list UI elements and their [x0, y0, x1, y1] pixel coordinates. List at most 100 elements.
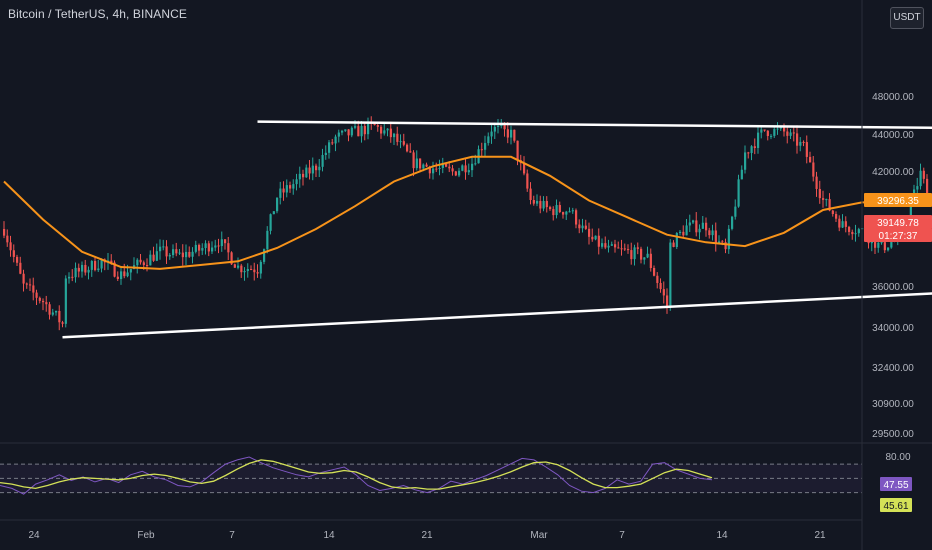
candle-down — [649, 253, 652, 268]
candle-down — [763, 129, 766, 131]
candle-down — [584, 225, 587, 229]
price-tick-label: 30900.00 — [872, 399, 914, 410]
price-label: 39296.35 — [877, 196, 919, 207]
resistance-trendline[interactable] — [257, 120, 932, 131]
candle-up — [675, 233, 678, 247]
candle-up — [126, 272, 129, 277]
rsi-signal-line — [0, 459, 713, 490]
candle-up — [685, 225, 688, 236]
symbol-title: Bitcoin / TetherUS, 4h, BINANCE — [8, 7, 187, 21]
price-tick-label: 36000.00 — [872, 282, 914, 293]
candle-down — [45, 302, 48, 305]
candle-down — [503, 124, 506, 130]
candle-up — [737, 179, 740, 207]
candle-up — [760, 129, 763, 133]
candle-down — [809, 156, 812, 163]
candle-down — [123, 271, 126, 277]
rsi-pane[interactable] — [0, 442, 932, 495]
candle-down — [406, 144, 409, 152]
candle-down — [851, 231, 854, 235]
candle-up — [334, 136, 337, 144]
candle-up — [324, 152, 327, 156]
rsi-value-box — [880, 498, 912, 512]
candle-down — [77, 267, 80, 272]
candle-up — [500, 124, 503, 126]
support-trendline[interactable] — [62, 280, 932, 339]
candle-up — [295, 179, 298, 185]
candle-up — [318, 166, 321, 171]
candle-down — [695, 220, 698, 233]
candle-up — [692, 220, 695, 223]
candle-up — [237, 265, 240, 268]
candle-up — [698, 228, 701, 233]
time-tick-label: 14 — [323, 530, 335, 541]
candle-up — [266, 230, 269, 250]
candle-down — [25, 283, 28, 285]
candle-up — [55, 310, 58, 313]
candle-down — [796, 133, 799, 146]
price-label: 01:27:37 — [879, 231, 918, 242]
candle-down — [516, 140, 519, 161]
candle-up — [740, 169, 743, 180]
candle-up — [386, 128, 389, 131]
candle-up — [422, 164, 425, 169]
candle-up — [490, 131, 493, 137]
candle-up — [776, 128, 779, 130]
candle-down — [708, 230, 711, 236]
currency-button[interactable]: USDT — [890, 7, 924, 29]
candle-up — [841, 221, 844, 228]
candle-down — [35, 292, 38, 298]
candle-down — [224, 239, 227, 244]
candle-up — [311, 165, 314, 174]
candle-down — [110, 260, 113, 263]
candle-down — [558, 205, 561, 213]
candle-down — [506, 129, 509, 138]
candle-down — [94, 261, 97, 271]
candle-down — [812, 162, 815, 177]
candle-down — [630, 250, 633, 260]
time-axis[interactable]: 24 Feb 7 14 21 Mar 7 14 21 — [0, 519, 862, 541]
candle-up — [542, 201, 545, 209]
candle-down — [331, 142, 334, 144]
candle-up — [155, 251, 158, 261]
candle-down — [721, 241, 724, 243]
time-tick-label: Feb — [137, 530, 155, 541]
candle-down — [412, 152, 415, 169]
candle-up — [568, 211, 571, 213]
candle-down — [805, 142, 808, 157]
candle-down — [532, 199, 535, 204]
candle-down — [357, 126, 360, 137]
candle-down — [165, 246, 168, 257]
candle-up — [354, 126, 357, 128]
candle-down — [308, 167, 311, 174]
candle-down — [656, 275, 659, 283]
candle-down — [922, 170, 925, 179]
candle-up — [633, 247, 636, 260]
candle-up — [321, 155, 324, 167]
candle-down — [672, 242, 675, 247]
candle-up — [857, 229, 860, 234]
candle-down — [617, 247, 620, 249]
candle-down — [614, 244, 617, 248]
candle-up — [269, 214, 272, 231]
candle-down — [42, 300, 45, 303]
candle-up — [890, 241, 893, 248]
candle-up — [97, 268, 100, 271]
time-tick-label: 24 — [28, 530, 40, 541]
price-tick-label: 34000.00 — [872, 323, 914, 334]
price-axis[interactable]: 48000.00 44000.00 42000.00 36000.00 34000.00… — [861, 0, 932, 550]
candle-up — [510, 129, 513, 138]
candle-down — [623, 248, 626, 250]
candle-up — [731, 216, 734, 229]
candle-up — [679, 231, 682, 234]
candle-down — [549, 207, 552, 210]
candle-up — [162, 246, 165, 248]
candle-down — [747, 152, 750, 154]
candle-down — [188, 251, 191, 257]
price-pane[interactable] — [3, 116, 932, 339]
candle-up — [825, 199, 828, 201]
candle-up — [246, 268, 249, 272]
candle-down — [253, 269, 256, 273]
candle-up — [474, 163, 477, 165]
